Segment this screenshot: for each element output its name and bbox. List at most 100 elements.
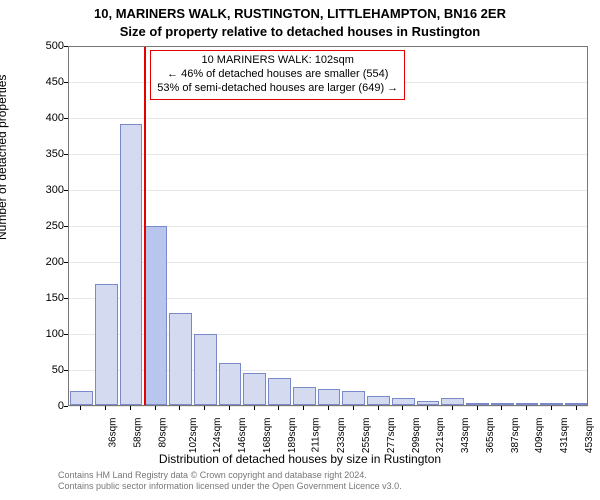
histogram-bar — [367, 396, 390, 405]
subject-callout: 10 MARINERS WALK: 102sqm← 46% of detache… — [150, 50, 405, 100]
x-tick-mark — [576, 406, 577, 410]
chart-title-line2: Size of property relative to detached ho… — [0, 24, 600, 39]
x-tick-mark — [452, 406, 453, 410]
histogram-bar — [540, 403, 563, 405]
y-tick-mark — [64, 46, 68, 47]
x-tick-label: 431sqm — [559, 418, 570, 454]
x-tick-mark — [229, 406, 230, 410]
x-tick-mark — [80, 406, 81, 410]
x-tick-label: 255sqm — [361, 418, 372, 454]
x-tick-label: 453sqm — [584, 418, 595, 454]
y-tick-mark — [64, 118, 68, 119]
y-tick-label: 350 — [34, 148, 64, 160]
x-tick-mark — [278, 406, 279, 410]
y-tick-label: 450 — [34, 76, 64, 88]
y-tick-label: 300 — [34, 184, 64, 196]
histogram-bar — [491, 403, 514, 405]
x-tick-mark — [402, 406, 403, 410]
x-tick-label: 58sqm — [133, 418, 144, 448]
y-tick-mark — [64, 190, 68, 191]
x-tick-mark — [155, 406, 156, 410]
histogram-bar — [417, 401, 440, 405]
x-tick-mark — [105, 406, 106, 410]
y-tick-mark — [64, 82, 68, 83]
y-axis-label: Number of detached properties — [0, 75, 9, 240]
x-tick-label: 409sqm — [534, 418, 545, 454]
histogram-bar — [194, 334, 217, 405]
gridline — [69, 46, 588, 47]
y-tick-label: 150 — [34, 292, 64, 304]
histogram-bar — [243, 373, 266, 405]
histogram-bar — [120, 124, 143, 405]
x-tick-mark — [328, 406, 329, 410]
y-tick-mark — [64, 226, 68, 227]
y-tick-mark — [64, 334, 68, 335]
x-tick-label: 36sqm — [108, 418, 119, 448]
y-tick-label: 250 — [34, 220, 64, 232]
x-tick-label: 277sqm — [386, 418, 397, 454]
x-tick-mark — [427, 406, 428, 410]
histogram-bar — [95, 284, 118, 405]
y-tick-label: 400 — [34, 112, 64, 124]
x-axis-label: Distribution of detached houses by size … — [0, 452, 600, 466]
x-tick-mark — [204, 406, 205, 410]
x-tick-label: 124sqm — [213, 418, 224, 454]
x-tick-mark — [551, 406, 552, 410]
x-tick-label: 102sqm — [188, 418, 199, 454]
histogram-bar — [169, 313, 192, 405]
callout-line3: 53% of semi-detached houses are larger (… — [157, 82, 398, 96]
y-tick-label: 0 — [34, 400, 64, 412]
y-tick-label: 200 — [34, 256, 64, 268]
histogram-bar — [516, 403, 539, 405]
x-tick-label: 233sqm — [336, 418, 347, 454]
y-tick-label: 50 — [34, 364, 64, 376]
gridline — [69, 118, 588, 119]
attribution-line2: Contains public sector information licen… — [58, 481, 590, 492]
attribution-line1: Contains HM Land Registry data © Crown c… — [58, 470, 590, 481]
callout-line2: ← 46% of detached houses are smaller (55… — [157, 68, 398, 82]
histogram-bar — [268, 378, 291, 405]
histogram-bar — [466, 403, 489, 405]
y-tick-mark — [64, 154, 68, 155]
chart-title-line1: 10, MARINERS WALK, RUSTINGTON, LITTLEHAM… — [0, 6, 600, 21]
chart-plot-area: 10 MARINERS WALK: 102sqm← 46% of detache… — [68, 46, 588, 406]
histogram-bar — [144, 226, 167, 405]
histogram-bar — [318, 389, 341, 405]
histogram-bar — [392, 398, 415, 405]
x-tick-mark — [477, 406, 478, 410]
x-tick-mark — [254, 406, 255, 410]
y-tick-mark — [64, 298, 68, 299]
y-tick-mark — [64, 406, 68, 407]
x-tick-mark — [501, 406, 502, 410]
x-tick-mark — [179, 406, 180, 410]
x-tick-label: 146sqm — [237, 418, 248, 454]
x-tick-mark — [353, 406, 354, 410]
x-tick-label: 189sqm — [287, 418, 298, 454]
x-tick-mark — [378, 406, 379, 410]
gridline — [69, 190, 588, 191]
y-tick-mark — [64, 262, 68, 263]
histogram-bar — [219, 363, 242, 405]
histogram-bar — [565, 403, 588, 405]
histogram-bar — [293, 387, 316, 405]
x-tick-label: 343sqm — [460, 418, 471, 454]
y-tick-label: 100 — [34, 328, 64, 340]
x-tick-label: 387sqm — [510, 418, 521, 454]
x-tick-label: 365sqm — [485, 418, 496, 454]
x-tick-label: 80sqm — [157, 418, 168, 448]
histogram-bar — [342, 391, 365, 405]
x-tick-label: 211sqm — [311, 418, 322, 453]
x-tick-mark — [130, 406, 131, 410]
histogram-bar — [441, 398, 464, 405]
subject-marker-line — [144, 46, 146, 405]
y-tick-label: 500 — [34, 40, 64, 52]
attribution-text: Contains HM Land Registry data © Crown c… — [58, 470, 590, 493]
callout-line1: 10 MARINERS WALK: 102sqm — [157, 54, 398, 68]
x-tick-label: 321sqm — [435, 418, 446, 454]
x-tick-mark — [303, 406, 304, 410]
y-tick-mark — [64, 370, 68, 371]
x-tick-label: 168sqm — [262, 418, 273, 454]
histogram-bar — [70, 391, 93, 405]
x-tick-mark — [526, 406, 527, 410]
gridline — [69, 154, 588, 155]
